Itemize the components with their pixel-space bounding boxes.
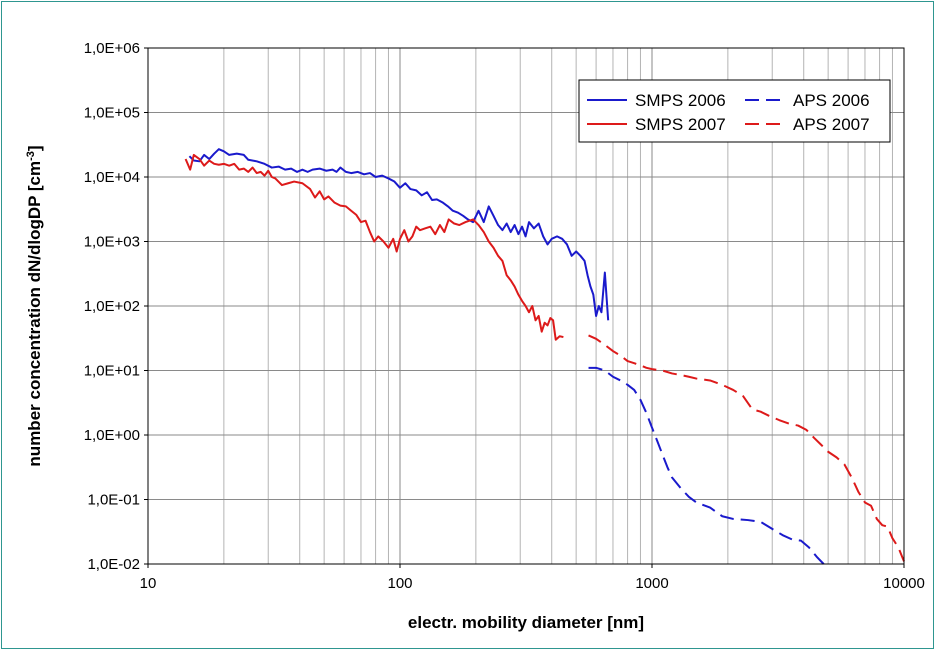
- legend-label: SMPS 2007: [635, 115, 726, 134]
- y-tick-label: 1,0E+00: [84, 427, 140, 444]
- legend-label: APS 2007: [793, 115, 870, 134]
- y-tick-label: 1,0E+06: [84, 40, 140, 57]
- legend-label: SMPS 2006: [635, 91, 726, 110]
- y-tick-label: 1,0E+05: [84, 105, 140, 122]
- x-tick-label: 10000: [883, 575, 925, 592]
- y-tick-label: 1,0E-01: [87, 492, 140, 509]
- y-axis-label-sup: -3: [25, 151, 37, 161]
- series-layer: [184, 148, 905, 565]
- x-axis-label: electr. mobility diameter [nm]: [408, 613, 644, 632]
- y-axis-label: number concentration dN/dlogDP [cm-3]: [25, 145, 44, 466]
- y-tick-label: 1,0E-02: [87, 556, 140, 573]
- x-tick-label: 1000: [635, 575, 668, 592]
- x-tick-label: 10: [140, 575, 157, 592]
- x-tick-label: 100: [387, 575, 412, 592]
- y-tick-label: 1,0E+02: [84, 298, 140, 315]
- y-axis-label-end: ]: [25, 145, 44, 151]
- legend: SMPS 2006 SMPS 2007 APS 2006 APS 2007: [578, 79, 891, 143]
- series-line-aps-2007: [588, 334, 905, 562]
- series-line-smps-2006: [188, 148, 610, 321]
- y-axis-label-main: number concentration dN/dlogDP [cm: [25, 161, 44, 467]
- series-line-aps-2006: [588, 366, 825, 565]
- tick-labels: 1,0E+06 1,0E+05 1,0E+04 1,0E+03 1,0E+02 1,0E+…: [84, 40, 925, 592]
- y-tick-label: 1,0E+03: [84, 234, 140, 251]
- y-tick-label: 1,0E+01: [84, 363, 140, 380]
- series-line-smps-2007: [184, 153, 564, 341]
- legend-label: APS 2006: [793, 91, 870, 110]
- legend-box: [578, 79, 891, 143]
- plot-border: [147, 47, 905, 565]
- y-tick-label: 1,0E+04: [84, 169, 140, 186]
